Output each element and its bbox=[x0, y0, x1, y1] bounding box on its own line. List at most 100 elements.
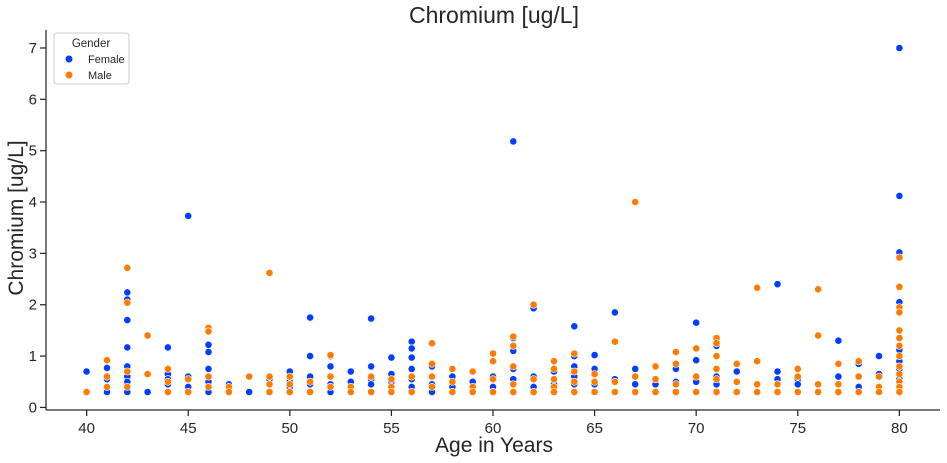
data-point-female bbox=[732, 367, 741, 376]
data-point-male bbox=[143, 370, 152, 378]
data-point-male bbox=[834, 359, 843, 368]
data-point-female bbox=[834, 372, 843, 381]
data-point-male bbox=[367, 388, 375, 396]
data-point-female bbox=[387, 353, 396, 362]
data-point-male bbox=[712, 339, 721, 348]
data-point-male bbox=[773, 380, 782, 389]
x-tick-label: 60 bbox=[485, 420, 502, 437]
data-point-male bbox=[712, 364, 721, 373]
data-point-male bbox=[651, 375, 660, 384]
data-point-female bbox=[895, 44, 904, 52]
data-point-male bbox=[509, 341, 518, 350]
legend-label-male: Male bbox=[88, 70, 112, 82]
data-point-male bbox=[590, 370, 599, 378]
data-point-male bbox=[732, 388, 741, 396]
data-point-male bbox=[245, 372, 254, 381]
data-point-male bbox=[143, 331, 152, 340]
data-point-male bbox=[326, 372, 335, 381]
data-point-male bbox=[611, 337, 619, 346]
data-point-male bbox=[550, 364, 558, 373]
data-point-male bbox=[468, 367, 477, 376]
data-point-male bbox=[590, 377, 599, 386]
data-point-male bbox=[265, 372, 274, 381]
data-point-male bbox=[103, 372, 111, 381]
data-point-male bbox=[854, 357, 863, 366]
data-point-female bbox=[204, 340, 213, 349]
data-point-male bbox=[265, 380, 274, 389]
data-point-male bbox=[692, 372, 701, 381]
data-point-male bbox=[895, 370, 904, 378]
data-point-female bbox=[204, 348, 213, 356]
x-tick-label: 50 bbox=[281, 420, 298, 437]
data-point-male bbox=[570, 349, 579, 358]
y-tick-label: 7 bbox=[29, 40, 37, 57]
data-point-male bbox=[793, 388, 802, 396]
data-point-female bbox=[103, 363, 111, 372]
data-point-male bbox=[631, 198, 640, 206]
data-point-male bbox=[489, 357, 497, 366]
y-tick-label: 4 bbox=[29, 194, 37, 211]
data-point-male bbox=[489, 375, 497, 384]
data-point-female bbox=[306, 313, 314, 322]
data-point-female bbox=[143, 388, 152, 396]
data-point-female bbox=[367, 362, 375, 371]
data-point-female bbox=[407, 353, 416, 362]
data-point-female bbox=[590, 351, 599, 359]
data-point-male bbox=[651, 388, 660, 396]
data-point-male bbox=[346, 388, 355, 396]
data-point-male bbox=[184, 388, 193, 396]
data-point-male bbox=[387, 388, 396, 396]
data-point-male bbox=[712, 375, 721, 384]
data-point-female bbox=[123, 288, 132, 297]
data-point-male bbox=[509, 332, 518, 341]
data-point-male bbox=[895, 352, 904, 360]
data-point-male bbox=[753, 283, 761, 292]
data-point-male bbox=[611, 377, 619, 386]
data-point-male bbox=[387, 375, 396, 384]
data-point-male bbox=[895, 388, 904, 396]
data-point-male bbox=[428, 359, 436, 368]
data-point-male bbox=[448, 388, 457, 396]
data-point-male bbox=[489, 349, 497, 358]
data-point-male bbox=[672, 359, 680, 368]
data-point-female bbox=[875, 352, 883, 360]
data-point-female bbox=[631, 380, 640, 389]
legend: Gender Female Male bbox=[53, 32, 130, 85]
data-point-male bbox=[814, 388, 822, 396]
data-point-male bbox=[489, 388, 497, 396]
data-point-female bbox=[184, 211, 193, 220]
data-point-male bbox=[753, 380, 761, 389]
x-axis-ticks: 40 45 50 55 60 65 70 75 80 bbox=[78, 410, 908, 437]
legend-marker-male bbox=[64, 70, 74, 80]
data-point-male bbox=[204, 372, 213, 381]
data-point-female bbox=[570, 322, 579, 331]
data-point-male bbox=[448, 377, 457, 386]
data-point-male bbox=[753, 357, 761, 366]
x-tick-label: 45 bbox=[180, 420, 197, 437]
legend-box bbox=[53, 32, 130, 85]
plot-marks bbox=[82, 44, 904, 396]
data-point-male bbox=[875, 372, 883, 381]
series-female bbox=[82, 44, 904, 396]
data-point-male bbox=[712, 352, 721, 360]
data-point-female bbox=[163, 343, 172, 352]
data-point-male bbox=[428, 382, 436, 391]
data-point-female bbox=[367, 380, 375, 389]
data-point-male bbox=[285, 380, 294, 389]
legend-title: Gender bbox=[72, 38, 111, 50]
data-point-male bbox=[895, 334, 904, 342]
data-point-male bbox=[631, 372, 640, 381]
data-point-male bbox=[529, 375, 538, 384]
data-point-male bbox=[793, 372, 802, 381]
data-point-female bbox=[793, 380, 802, 389]
data-point-male bbox=[570, 388, 579, 396]
data-point-female bbox=[611, 308, 619, 317]
data-point-male bbox=[875, 388, 883, 396]
data-point-female bbox=[123, 316, 132, 324]
data-point-male bbox=[793, 364, 802, 373]
data-point-male bbox=[326, 382, 335, 391]
data-point-male bbox=[550, 357, 558, 366]
data-point-male bbox=[123, 382, 132, 391]
y-tick-label: 6 bbox=[29, 91, 37, 108]
